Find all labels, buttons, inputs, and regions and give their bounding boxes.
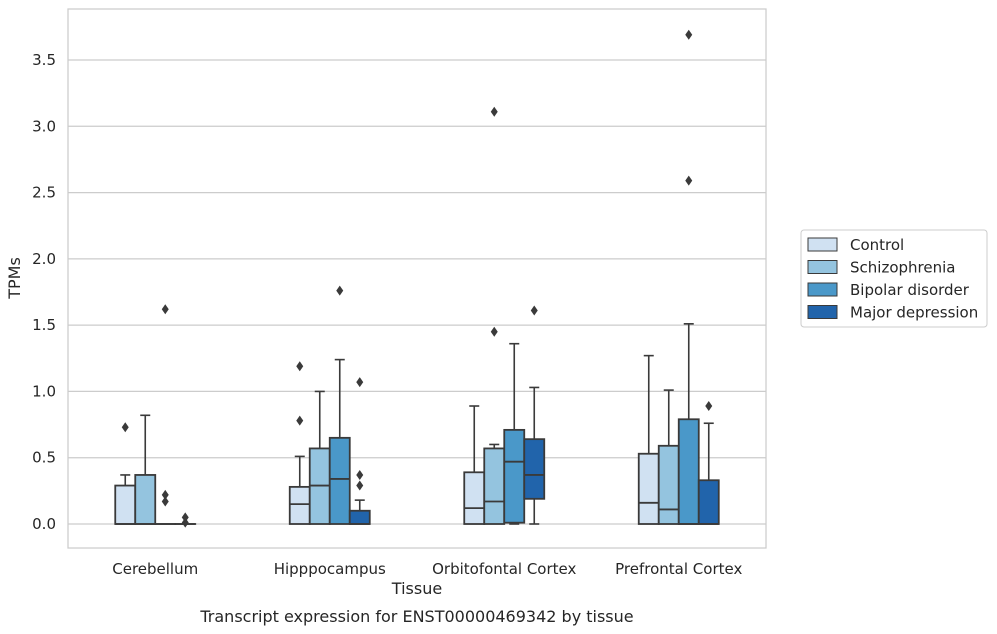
box-rect <box>677 418 700 525</box>
box-major-depression <box>697 401 720 525</box>
box-bipolar-disorder <box>503 342 526 525</box>
box-series <box>114 29 720 528</box>
legend: Control Schizophrenia Bipolar disorder Majo… <box>800 229 988 328</box>
box-rect <box>114 484 137 525</box>
outlier-point <box>161 489 169 500</box>
x-tick-label: Prefrontal Cortex <box>615 560 742 578</box>
outlier-point <box>685 175 693 186</box>
box-rect <box>697 479 720 525</box>
outlier-point <box>356 480 364 491</box>
outlier-point <box>161 304 169 315</box>
y-tick-label: 1.5 <box>32 316 56 334</box>
outlier-point <box>121 422 129 433</box>
outlier-point <box>356 469 364 480</box>
box-schizophrenia <box>483 106 506 525</box>
outlier-point <box>336 285 344 296</box>
box-major-depression <box>174 512 197 528</box>
legend-swatch <box>807 237 838 252</box>
outlier-point <box>705 401 713 412</box>
legend-label: Major depression <box>850 304 978 322</box>
legend-frame <box>800 229 988 328</box>
y-tick-label: 1.0 <box>32 382 56 400</box>
legend-label: Schizophrenia <box>850 259 955 277</box>
outlier-point <box>161 496 169 507</box>
y-tick-labels: 0.0 0.5 1.0 1.5 2.0 2.5 3.0 3.5 <box>32 51 56 533</box>
box-major-depression <box>523 305 546 525</box>
box-rect <box>657 444 680 525</box>
y-tick-label: 3.5 <box>32 51 56 69</box>
box-rect <box>288 485 311 525</box>
legend-label: Bipolar disorder <box>850 281 970 299</box>
box-control <box>637 354 660 525</box>
box-bipolar-disorder <box>677 29 700 525</box>
x-tick-label: Cerebellum <box>112 560 198 578</box>
outlier-point <box>296 361 304 372</box>
box-rect <box>503 428 526 524</box>
y-gridlines <box>68 59 766 525</box>
y-axis-title: TPMs <box>5 257 24 300</box>
box-rect <box>637 452 660 525</box>
y-tick-label: 3.0 <box>32 117 56 135</box>
box-control <box>114 422 137 525</box>
x-tick-labels: Cerebellum Hipppocampus Orbitofontal Corte… <box>112 560 742 578</box>
outlier-point <box>685 29 693 40</box>
outlier-point <box>530 305 538 316</box>
x-tick-label: Hipppocampus <box>274 560 386 578</box>
box-rect <box>523 438 546 500</box>
y-tick-label: 0.0 <box>32 515 56 533</box>
y-tick-label: 2.5 <box>32 184 56 202</box>
box-rect <box>134 474 157 525</box>
legend-swatch <box>807 260 838 274</box>
y-tick-label: 0.5 <box>32 449 56 467</box>
legend-label: Control <box>850 236 904 254</box>
plot-frame <box>67 8 767 549</box>
box-major-depression <box>348 377 371 525</box>
box-rect <box>463 471 486 525</box>
box-rect <box>328 436 351 525</box>
outlier-point <box>296 415 304 426</box>
outlier-point <box>490 326 498 337</box>
outlier-point <box>181 517 189 528</box>
box-control <box>288 361 311 525</box>
x-axis-title: Tissue <box>391 579 442 598</box>
y-tick-label: 2.0 <box>32 250 56 268</box>
box-control <box>463 405 486 525</box>
x-tick-label: Orbitofontal Cortex <box>432 560 576 578</box>
outlier-point <box>490 106 498 117</box>
outlier-point <box>181 512 189 523</box>
box-schizophrenia <box>308 390 331 525</box>
box-rect <box>483 447 506 525</box>
box-rect <box>348 509 371 525</box>
box-schizophrenia <box>134 414 157 525</box>
outlier-point <box>356 377 364 388</box>
box-bipolar-disorder <box>154 304 177 525</box>
chart-caption: Transcript expression for ENST0000046934… <box>199 607 633 626</box>
box-schizophrenia <box>657 389 680 525</box>
legend-swatch <box>807 305 838 319</box>
legend-swatch <box>807 282 838 297</box>
box-bipolar-disorder <box>328 285 351 525</box>
